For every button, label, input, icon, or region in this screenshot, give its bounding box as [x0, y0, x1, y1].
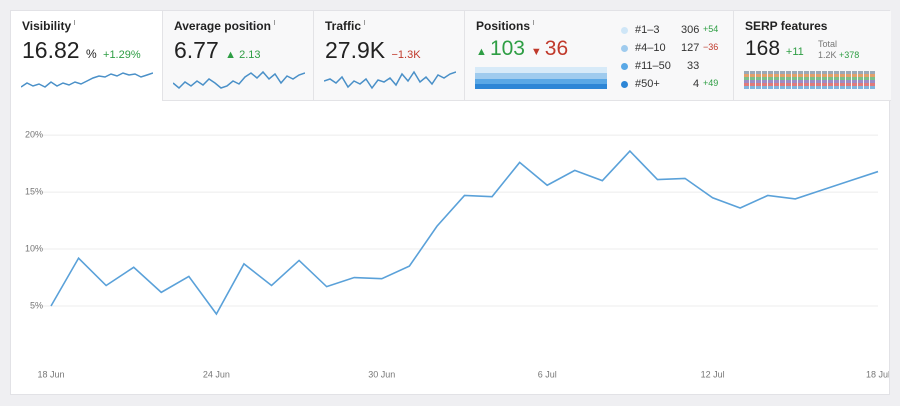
- y-tick-label: 15%: [25, 186, 43, 196]
- tab-title: Average position: [174, 19, 275, 33]
- positions-tab[interactable]: Positions ▲ 103 ▼ 36 #1–3 306 +54 #4–10 127…: [465, 11, 734, 101]
- x-tick-label: 18 Jul: [866, 369, 889, 379]
- serp-total: Total 1.2K +378: [818, 39, 859, 61]
- title-text: Positions: [476, 19, 531, 33]
- metric-value: 27.9K: [325, 37, 386, 63]
- line-series: [50, 149, 879, 316]
- row-label: #11–50: [635, 60, 671, 72]
- y-tick-label: 10%: [25, 243, 43, 253]
- total-label: Total: [818, 39, 838, 49]
- metric-value: 6.77: [174, 37, 219, 63]
- row-label: #4–10: [635, 42, 666, 54]
- x-tick-label: 18 Jun: [37, 369, 64, 379]
- position-row: #50+ 4 +49: [621, 78, 731, 92]
- legend-dot: [621, 45, 628, 52]
- position-row: #11–50 33: [621, 60, 731, 74]
- info-icon: [364, 20, 366, 25]
- visibility-chart: 5% 10% 15% 20% 18 Jun 24 Jun 30 Jun 6 Jul 12 Jul…: [25, 129, 889, 379]
- total-change: +378: [839, 50, 860, 60]
- sparkline: [324, 70, 456, 90]
- down-metric: ▼ 36: [530, 37, 569, 60]
- title-text: Visibility: [22, 19, 72, 33]
- metric-unit: %: [85, 47, 97, 61]
- metric: 168 +11: [745, 37, 804, 61]
- row-label: #1–3: [635, 24, 660, 36]
- row-count: 127: [681, 42, 700, 54]
- info-icon: [273, 20, 275, 25]
- tab-title: Positions: [476, 19, 535, 33]
- legend-dot: [621, 81, 628, 88]
- up-metric: ▲ 103: [476, 37, 525, 60]
- down-value: 36: [544, 37, 569, 60]
- row-count: 33: [687, 60, 700, 72]
- metric-change: +1.29%: [103, 49, 141, 61]
- x-tick-label: 6 Jul: [538, 369, 557, 379]
- traffic-tab[interactable]: Traffic 27.9K −1.3K: [314, 11, 465, 101]
- position-row: #1–3 306 +54: [621, 24, 731, 38]
- metric: 27.9K −1.3K: [325, 37, 421, 64]
- tab-title: Visibility: [22, 19, 76, 33]
- legend-dot: [621, 27, 628, 34]
- metric: 6.77 ▲ 2.13: [174, 37, 261, 64]
- row-change: +54: [703, 24, 719, 34]
- up-value: 103: [489, 37, 525, 60]
- position-tab[interactable]: Average position 6.77 ▲ 2.13: [163, 11, 314, 101]
- positions-bars: [475, 67, 607, 89]
- x-tick-label: 30 Jun: [368, 369, 395, 379]
- metric-change: ▲ 2.13: [225, 49, 261, 61]
- metric-change: +11: [785, 46, 804, 58]
- row-count: 306: [681, 24, 700, 36]
- metric: 16.82 % +1.29%: [22, 37, 141, 64]
- dashboard-card: Visibility 16.82 % +1.29% Average positi…: [10, 10, 891, 395]
- metric: ▲ 103 ▼ 36: [476, 37, 568, 61]
- total-value: 1.2K: [818, 50, 837, 60]
- metric-value: 168: [745, 37, 781, 60]
- info-icon: [533, 20, 535, 25]
- tab-title: SERP features: [745, 19, 828, 33]
- x-tick-label: 12 Jul: [701, 369, 725, 379]
- row-count: 4: [693, 78, 700, 90]
- change-text: 2.13: [239, 49, 261, 61]
- position-row: #4–10 127 −36: [621, 42, 731, 56]
- row-label: #50+: [635, 78, 660, 90]
- y-tick-label: 5%: [30, 300, 43, 310]
- title-text: Average position: [174, 19, 271, 33]
- tab-title: Traffic: [325, 19, 366, 33]
- legend-dot: [621, 63, 628, 70]
- sparkline: [173, 70, 305, 90]
- visibility-tab[interactable]: Visibility 16.82 % +1.29%: [11, 11, 163, 101]
- metric-value: 16.82: [22, 37, 80, 63]
- y-tick-label: 20%: [25, 129, 43, 139]
- serp-tab[interactable]: SERP features 168 +11 Total 1.2K +378: [734, 11, 891, 101]
- row-change: −36: [703, 42, 719, 52]
- row-change: +49: [703, 78, 719, 88]
- x-tick-label: 24 Jun: [203, 369, 230, 379]
- info-icon: [74, 20, 76, 25]
- metric-change: −1.3K: [391, 49, 421, 61]
- title-text: Traffic: [325, 19, 362, 33]
- serp-bars: [744, 71, 876, 89]
- sparkline: [21, 72, 153, 88]
